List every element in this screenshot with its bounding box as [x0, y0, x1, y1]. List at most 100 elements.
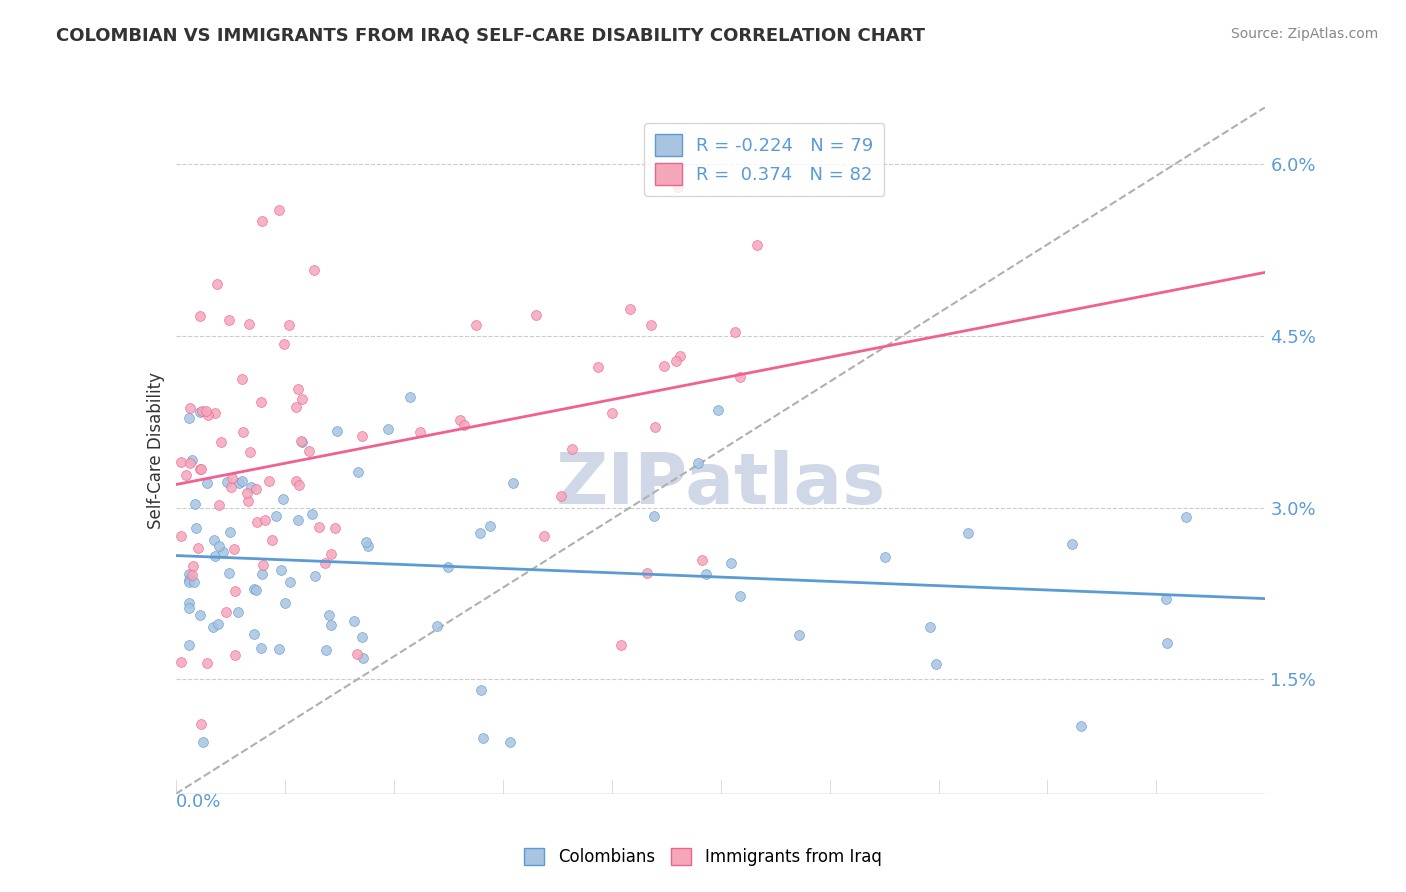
Point: [745, 238, 768, 252]
Point: [271, 492, 294, 507]
Point: [278, 318, 301, 332]
Point: [208, 539, 231, 553]
Point: [314, 556, 336, 570]
Point: [179, 566, 201, 581]
Point: [183, 575, 205, 590]
Point: [291, 434, 314, 449]
Legend: R = -0.224   N = 79, R =  0.374   N = 82: R = -0.224 N = 79, R = 0.374 N = 82: [644, 123, 884, 196]
Point: [720, 557, 742, 571]
Point: [1154, 592, 1177, 607]
Point: [249, 394, 271, 409]
Text: Source: ZipAtlas.com: Source: ZipAtlas.com: [1230, 27, 1378, 41]
Point: [273, 337, 295, 351]
Point: [302, 263, 325, 277]
Point: [323, 521, 346, 535]
Point: [239, 480, 262, 494]
Point: [278, 574, 301, 589]
Point: [208, 498, 231, 512]
Point: [285, 401, 308, 415]
Point: [347, 465, 370, 479]
Point: [636, 566, 658, 580]
Point: [236, 486, 259, 500]
Point: [204, 549, 226, 564]
Point: [479, 518, 502, 533]
Point: [588, 360, 610, 375]
Point: [193, 735, 215, 749]
Point: [270, 562, 292, 576]
Point: [179, 601, 201, 615]
Point: [250, 214, 273, 228]
Point: [207, 617, 229, 632]
Point: [318, 607, 340, 622]
Point: [1060, 537, 1083, 551]
Point: [920, 619, 942, 633]
Point: [561, 442, 583, 457]
Point: [184, 521, 207, 535]
Point: [179, 456, 201, 470]
Point: [377, 422, 399, 436]
Point: [264, 508, 287, 523]
Point: [472, 731, 495, 745]
Point: [226, 606, 249, 620]
Point: [188, 608, 211, 623]
Point: [184, 497, 207, 511]
Point: [179, 596, 201, 610]
Point: [357, 539, 380, 553]
Point: [257, 474, 280, 488]
Point: [644, 419, 666, 434]
Point: [243, 627, 266, 641]
Point: [202, 533, 225, 547]
Point: [188, 309, 211, 323]
Point: [425, 619, 447, 633]
Point: [187, 541, 209, 556]
Point: [619, 302, 641, 317]
Point: [188, 405, 211, 419]
Point: [707, 403, 730, 417]
Point: [181, 453, 204, 467]
Point: [190, 462, 212, 476]
Point: [252, 558, 274, 572]
Point: [232, 425, 254, 439]
Point: [524, 308, 547, 322]
Point: [343, 614, 366, 628]
Point: [288, 477, 311, 491]
Point: [728, 370, 751, 384]
Point: [221, 471, 243, 485]
Y-axis label: Self-Care Disability: Self-Care Disability: [146, 372, 165, 529]
Point: [224, 584, 246, 599]
Point: [245, 583, 267, 598]
Point: [787, 628, 810, 642]
Text: ZIPatlas: ZIPatlas: [555, 450, 886, 519]
Point: [453, 417, 475, 432]
Point: [243, 582, 266, 596]
Point: [666, 180, 689, 194]
Point: [228, 476, 250, 491]
Point: [873, 550, 896, 565]
Point: [652, 359, 675, 373]
Point: [304, 569, 326, 583]
Point: [231, 371, 253, 385]
Point: [1070, 719, 1092, 733]
Point: [352, 651, 374, 665]
Point: [218, 566, 240, 580]
Point: [179, 411, 201, 425]
Point: [170, 455, 193, 469]
Point: [212, 544, 235, 558]
Point: [686, 456, 709, 470]
Point: [195, 656, 218, 670]
Point: [195, 475, 218, 490]
Point: [180, 568, 202, 582]
Point: [600, 406, 623, 420]
Point: [245, 482, 267, 496]
Point: [319, 547, 342, 561]
Point: [219, 524, 242, 539]
Point: [188, 461, 211, 475]
Point: [287, 513, 309, 527]
Point: [274, 596, 297, 610]
Point: [253, 513, 276, 527]
Point: [202, 619, 225, 633]
Point: [346, 648, 368, 662]
Point: [301, 507, 323, 521]
Point: [246, 515, 269, 529]
Point: [695, 567, 717, 582]
